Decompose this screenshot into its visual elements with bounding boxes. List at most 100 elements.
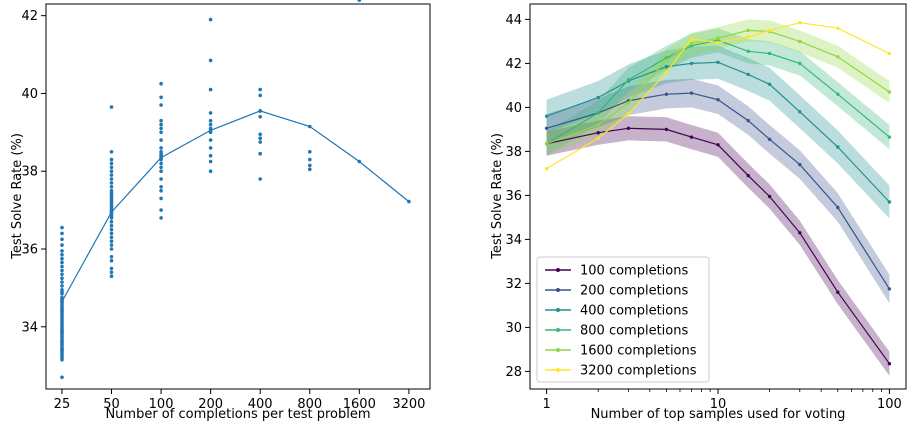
series-point <box>746 49 750 53</box>
scatter-point <box>109 247 114 251</box>
scatter-point <box>109 185 114 189</box>
series-point <box>626 101 631 105</box>
legend-label: 400 completions <box>580 304 688 319</box>
mean-point <box>308 124 312 129</box>
series-point <box>664 127 669 132</box>
series-point <box>716 143 720 147</box>
scatter-point <box>109 157 114 162</box>
series-point <box>716 60 720 64</box>
scatter-point <box>60 253 64 257</box>
scatter-point <box>109 165 114 170</box>
scatter-point <box>208 58 213 63</box>
scatter-point <box>159 151 163 156</box>
series-point <box>836 92 840 96</box>
series-point <box>836 55 840 59</box>
scatter-point <box>60 328 64 333</box>
scatter-point <box>109 266 114 271</box>
scatter-point <box>60 284 64 288</box>
series-point <box>746 35 750 39</box>
legend-label: 3200 completions <box>580 364 697 379</box>
series-point <box>798 21 802 25</box>
scatter-point <box>308 150 312 154</box>
series-point <box>798 61 802 66</box>
series-point <box>544 114 549 118</box>
scatter-point <box>60 290 64 294</box>
mean-point <box>60 299 64 304</box>
legend-label: 800 completions <box>580 324 688 339</box>
series-point <box>887 362 892 366</box>
scatter-point <box>60 375 64 380</box>
scatter-point <box>159 208 163 212</box>
left-x-tick-label: 25 <box>54 397 71 412</box>
scatter-point <box>159 118 163 123</box>
left-axes-frame <box>45 3 431 390</box>
scatter-point <box>109 150 114 154</box>
scatter-point <box>60 358 64 362</box>
right-x-tick-label: 10 <box>710 397 727 412</box>
scatter-point <box>208 153 213 158</box>
scatter-point <box>258 151 263 156</box>
mean-point <box>208 128 213 133</box>
mean-point <box>357 159 362 164</box>
series-point <box>596 111 600 115</box>
scatter-point <box>159 188 163 193</box>
legend-marker <box>556 348 560 352</box>
series-point <box>664 58 669 62</box>
confidence-band <box>546 28 890 156</box>
series-point <box>746 118 750 123</box>
legend-box <box>536 256 710 383</box>
legend-label: 200 completions <box>580 284 688 299</box>
series-point <box>664 65 669 69</box>
series-point <box>836 205 840 210</box>
series-point <box>798 110 802 114</box>
left-y-tick-label: 42 <box>21 9 38 24</box>
scatter-point <box>159 130 163 135</box>
scatter-point <box>159 122 163 127</box>
scatter-point <box>159 126 163 131</box>
scatter-point <box>60 256 64 261</box>
scatter-point <box>109 194 114 199</box>
series-point <box>664 70 669 74</box>
series-point <box>716 40 720 45</box>
scatter-point <box>109 243 114 247</box>
series-point <box>836 290 840 294</box>
series-point <box>767 137 772 141</box>
scatter-point <box>60 225 64 230</box>
left-x-axis-label: Number of completions per test problem <box>105 407 370 422</box>
series-point <box>544 126 549 130</box>
scatter-point <box>208 111 213 115</box>
series-point <box>746 28 750 33</box>
scatter-point <box>109 270 114 275</box>
scatter-point <box>159 177 163 181</box>
left-x-tick-label: 50 <box>103 397 120 412</box>
series-point <box>746 173 750 178</box>
left-x-tick-label: 400 <box>248 397 273 412</box>
scatter-point <box>159 165 163 170</box>
scatter-point <box>109 105 114 109</box>
scatter-point <box>60 264 64 269</box>
scatter-point <box>159 146 163 150</box>
series-point <box>626 112 631 116</box>
legend-marker <box>556 288 560 292</box>
mean-point <box>159 155 163 160</box>
scatter-point <box>357 0 362 2</box>
series-point <box>716 98 720 102</box>
scatter-point <box>208 138 213 142</box>
left-x-tick-label: 100 <box>149 397 174 412</box>
scatter-point <box>258 136 263 140</box>
scatter-point <box>60 268 64 273</box>
mean-trend-line <box>61 110 410 302</box>
left-y-tick-label: 38 <box>21 165 38 180</box>
scatter-point <box>308 157 312 162</box>
series-point <box>689 135 694 139</box>
left-plot-area <box>60 0 411 380</box>
right-y-tick-label: 44 <box>505 13 522 28</box>
scatter-point <box>60 276 64 281</box>
mean-point <box>109 210 114 214</box>
left-x-tick-label: 800 <box>297 397 322 412</box>
scatter-point <box>109 274 114 279</box>
scatter-point <box>159 81 163 86</box>
confidence-band <box>546 78 890 304</box>
series-point <box>544 166 549 171</box>
scatter-point <box>159 161 163 166</box>
